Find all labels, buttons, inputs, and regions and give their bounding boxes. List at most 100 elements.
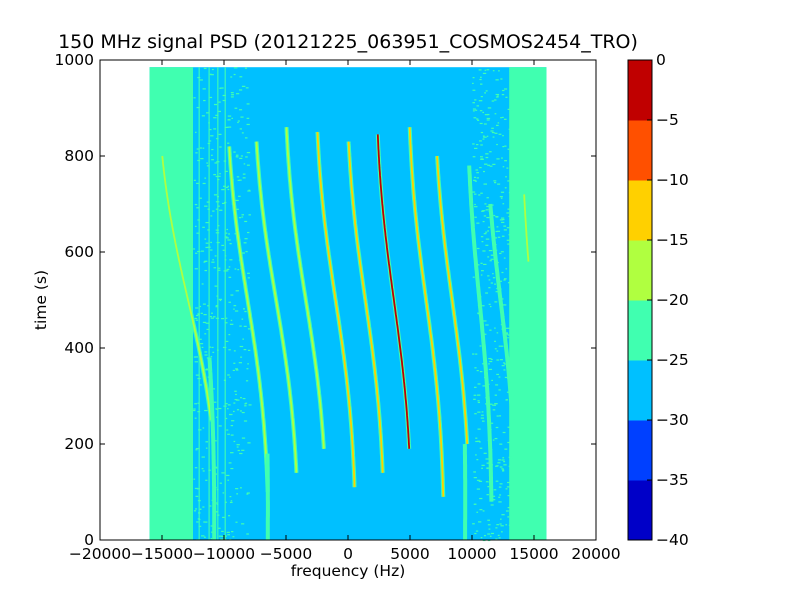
noise-speck (473, 206, 478, 208)
noise-speck (512, 530, 516, 532)
noise-speck (500, 525, 504, 527)
noise-speck (479, 441, 481, 443)
noise-speck (247, 190, 251, 192)
noise-speck (479, 497, 483, 500)
noise-speck (205, 368, 208, 370)
noise-speck (235, 369, 239, 371)
x-tick-label: 5000 (390, 545, 429, 563)
noise-speck (487, 256, 490, 258)
noise-speck (217, 175, 221, 177)
noise-speck (485, 90, 488, 92)
noise-speck (244, 67, 248, 69)
noise-speck (508, 234, 512, 236)
noise-speck (485, 244, 489, 246)
noise-speck (495, 538, 498, 540)
noise-speck (486, 494, 489, 496)
noise-speck (221, 530, 224, 533)
noise-speck (194, 403, 198, 405)
noise-speck (494, 283, 496, 285)
noise-speck (506, 486, 510, 488)
noise-speck (196, 148, 199, 150)
noise-speck (505, 96, 508, 98)
noise-speck (501, 157, 503, 159)
noise-speck (199, 384, 202, 386)
noise-speck (481, 467, 483, 469)
noise-speck (217, 269, 221, 271)
noise-speck (243, 242, 247, 244)
noise-speck (236, 176, 240, 178)
noise-speck (488, 528, 491, 530)
noise-speck (473, 386, 477, 388)
noise-speck (480, 158, 484, 160)
noise-speck (218, 527, 221, 529)
signal-trace (208, 357, 216, 540)
noise-speck (211, 388, 215, 390)
noise-speck (230, 452, 234, 454)
noise-speck (233, 308, 235, 310)
noise-speck (489, 360, 493, 363)
noise-speck (244, 310, 247, 313)
noise-speck (213, 267, 217, 269)
noise-speck (195, 447, 199, 450)
noise-speck (472, 191, 476, 193)
noise-speck (472, 110, 475, 112)
noise-speck (512, 389, 516, 391)
noise-speck (478, 480, 483, 482)
noise-speck (495, 384, 499, 386)
noise-speck (219, 482, 222, 484)
noise-speck (473, 477, 477, 479)
noise-speck (499, 415, 502, 417)
noise-speck (507, 481, 510, 484)
noise-speck (234, 233, 237, 235)
noise-speck (497, 95, 499, 97)
noise-speck (219, 173, 221, 175)
noise-speck (507, 506, 511, 509)
noise-speck (231, 531, 234, 533)
signal-trace (285, 127, 325, 449)
noise-speck (220, 535, 225, 537)
noise-speck (246, 123, 250, 126)
noise-speck (210, 249, 213, 251)
noise-speck (202, 147, 205, 149)
noise-speck (510, 487, 514, 489)
noise-speck (499, 494, 502, 496)
noise-speck (474, 532, 477, 535)
noise-speck (482, 72, 487, 75)
noise-speck (194, 317, 198, 320)
noise-speck (486, 69, 490, 71)
noise-speck (486, 205, 490, 208)
noise-speck (236, 93, 240, 95)
signal-trace (347, 141, 384, 473)
noise-speck (504, 376, 508, 379)
noise-speck (195, 307, 199, 309)
noise-speck (494, 340, 496, 342)
noise-speck (496, 373, 499, 376)
noise-speck (501, 221, 505, 223)
noise-speck (483, 452, 487, 454)
noise-speck (235, 156, 238, 158)
noise-speck (490, 504, 494, 506)
noise-speck (197, 313, 200, 315)
noise-speck (507, 282, 512, 284)
noise-speck (211, 68, 214, 71)
noise-speck (487, 164, 491, 166)
noise-speck (473, 398, 476, 400)
noise-speck (235, 488, 239, 490)
noise-speck (512, 295, 515, 298)
noise-speck (510, 184, 513, 186)
noise-speck (510, 458, 513, 460)
noise-speck (484, 163, 488, 165)
noise-speck (236, 409, 240, 411)
noise-speck (488, 287, 491, 289)
noise-speck (211, 312, 213, 314)
x-tick-label: 20000 (571, 545, 620, 563)
noise-speck (239, 179, 242, 181)
noise-speck (209, 346, 212, 348)
noise-speck (195, 319, 199, 321)
noise-speck (510, 457, 514, 459)
x-axis-label: frequency (Hz) (291, 562, 406, 580)
noise-speck (479, 78, 482, 81)
noise-speck (487, 275, 490, 277)
noise-speck (481, 420, 485, 422)
noise-speck (472, 108, 476, 110)
